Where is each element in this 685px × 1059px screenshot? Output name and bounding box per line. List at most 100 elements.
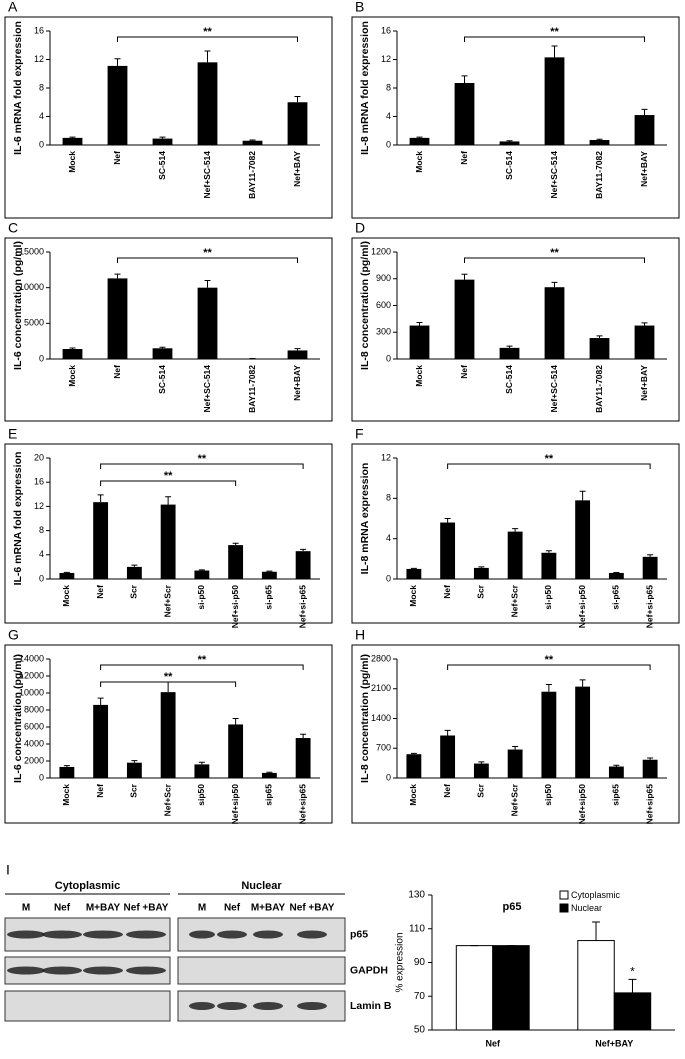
significance-bracket [117, 36, 298, 42]
panel-label: I [6, 862, 10, 878]
x-tick-label: sip50 [543, 784, 553, 806]
y-tick-label: 130 [408, 890, 425, 901]
bar [197, 62, 218, 145]
error-bar [596, 138, 603, 141]
bar [228, 724, 244, 778]
x-tick-label: Nef+BAY [639, 365, 649, 401]
panel-label: B [355, 0, 364, 15]
x-tick-label: Nef [112, 151, 122, 165]
error-bar [232, 542, 239, 546]
significance-bracket [100, 681, 237, 687]
y-tick-label: 600 [376, 300, 391, 310]
bar [126, 762, 142, 778]
y-tick-label: 2100 [371, 683, 391, 693]
bar [499, 141, 520, 145]
y-axis-label: IL-8 concentration (pg/ml) [359, 241, 371, 370]
significance-mark: ** [164, 470, 173, 482]
significance-mark: ** [198, 453, 207, 465]
bar [634, 115, 655, 145]
y-tick-label: 0 [39, 353, 44, 363]
blot-group-title: Cytoplasmic [55, 880, 120, 892]
bar [454, 279, 475, 359]
error-bar [478, 566, 485, 568]
y-tick-label: 0 [386, 139, 391, 149]
error-bar [232, 718, 239, 725]
x-tick-label: Mock [408, 585, 418, 607]
panel-frame [351, 237, 680, 422]
x-tick-label: Nef [485, 1038, 501, 1048]
error-bar [444, 729, 451, 736]
blot-band [189, 930, 215, 939]
error-bar [266, 570, 273, 572]
bar [544, 287, 565, 359]
bar [608, 766, 624, 778]
x-tick-label: Scr [476, 584, 486, 598]
y-tick-label: 5000 [24, 318, 44, 328]
legend-swatch [559, 903, 569, 913]
bar [107, 278, 128, 359]
y-axis-label: IL-6 concentration (pg/ml) [12, 654, 24, 783]
error-bar [300, 548, 307, 552]
legend-label: Cytoplasmic [571, 890, 621, 900]
bar [634, 325, 655, 359]
blot-strip [177, 956, 346, 985]
y-tick-label: 1200 [371, 246, 391, 256]
y-tick-label: 8 [39, 525, 44, 535]
error-bar [159, 136, 166, 139]
panel-frame [4, 644, 333, 824]
y-axis-label: IL-8 concentration (pg/ml) [359, 654, 371, 783]
error-bar [641, 322, 648, 326]
error-bar [596, 335, 603, 339]
panel-label: F [355, 426, 364, 442]
blot-lane-label: Nef [54, 903, 71, 914]
y-tick-label: 8 [386, 82, 391, 92]
x-tick-label: Nef [442, 585, 452, 599]
bar [409, 325, 430, 359]
y-axis-label: IL-6 mRNA fold expression [12, 452, 24, 586]
bar [295, 738, 311, 778]
x-tick-label: Nef+Scr [162, 783, 172, 816]
error-bar [545, 684, 552, 692]
panel-frame [4, 237, 333, 422]
y-tick-label: 90 [414, 957, 426, 968]
bar [544, 57, 565, 145]
x-tick-label: Nef+si-p50 [230, 585, 240, 628]
x-tick-label: Nef [459, 151, 469, 165]
blot-band [253, 1002, 283, 1010]
x-tick-label: Nef+si-p50 [577, 585, 587, 628]
significance-mark: ** [545, 654, 554, 666]
x-tick-label: Nef+Scr [509, 783, 519, 816]
error-bar [444, 518, 451, 523]
error-bar [114, 58, 121, 66]
x-tick-label: Mock [67, 365, 77, 387]
y-tick-label: 16 [34, 25, 44, 35]
blot-lane-label: M [22, 903, 30, 914]
bar [541, 552, 557, 579]
x-tick-label: Nef+SC-514 [549, 151, 559, 199]
x-tick-label: Mock [414, 365, 424, 387]
y-tick-label: 12000 [19, 670, 44, 680]
blot-band [217, 930, 247, 939]
error-bar [198, 761, 205, 765]
x-tick-label: SC-514 [504, 151, 514, 180]
error-bar [506, 345, 513, 348]
panel-frame [351, 644, 680, 824]
error-bar [506, 140, 513, 142]
blot-band [217, 1002, 247, 1010]
error-bar [131, 760, 138, 763]
y-tick-label: 8 [386, 493, 391, 503]
x-tick-label: Mock [67, 151, 77, 173]
blot-row-label: p65 [350, 928, 368, 940]
blot-lane-label: M+BAY [251, 903, 286, 914]
y-tick-label: 14000 [19, 653, 44, 663]
error-bar [478, 761, 485, 764]
panel-label: E [8, 426, 17, 442]
bar [295, 551, 311, 579]
x-tick-label: Nef+Scr [162, 584, 172, 617]
error-bar [410, 567, 417, 569]
error-bar [628, 978, 637, 993]
y-tick-label: 4 [386, 533, 391, 543]
error-bar [131, 564, 138, 567]
error-bar [461, 273, 468, 280]
significance-bracket [447, 664, 651, 670]
